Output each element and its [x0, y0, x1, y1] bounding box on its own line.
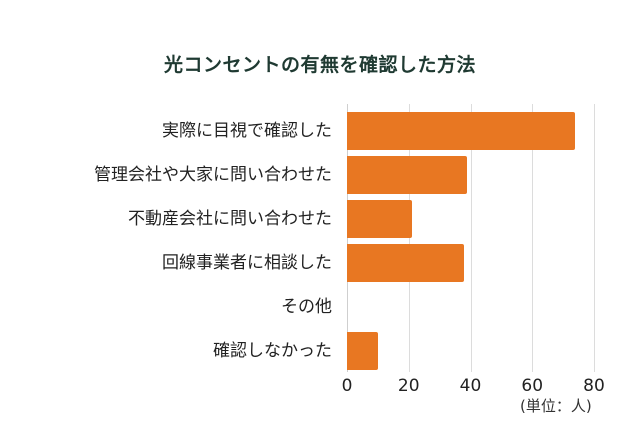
category-label: 不動産会社に問い合わせた	[128, 209, 332, 229]
category-label: 管理会社や大家に問い合わせた	[94, 165, 332, 185]
gridline	[470, 104, 472, 372]
bar	[347, 112, 576, 150]
chart-title: 光コンセントの有無を確認した方法	[163, 54, 476, 76]
category-label: 回線事業者に相談した	[162, 253, 332, 273]
category-label: 実際に目視で確認した	[162, 121, 332, 141]
x-tick-label: 80	[583, 376, 605, 396]
zero-axis	[347, 104, 348, 372]
bar	[347, 244, 465, 282]
x-tick-label: 20	[397, 376, 420, 396]
bar	[347, 156, 468, 194]
unit-label: (単位：人)	[520, 397, 592, 415]
x-tick-label: 0	[341, 376, 353, 396]
x-tick-label: 40	[459, 376, 482, 396]
category-label: その他	[281, 297, 332, 317]
plot-area	[347, 104, 595, 372]
bar	[347, 332, 378, 370]
category-label: 確認しなかった	[213, 341, 332, 361]
gridline	[408, 104, 410, 372]
bar	[347, 200, 412, 238]
x-tick-label: 60	[521, 376, 544, 396]
gridline	[594, 104, 595, 372]
gridline	[532, 104, 534, 372]
